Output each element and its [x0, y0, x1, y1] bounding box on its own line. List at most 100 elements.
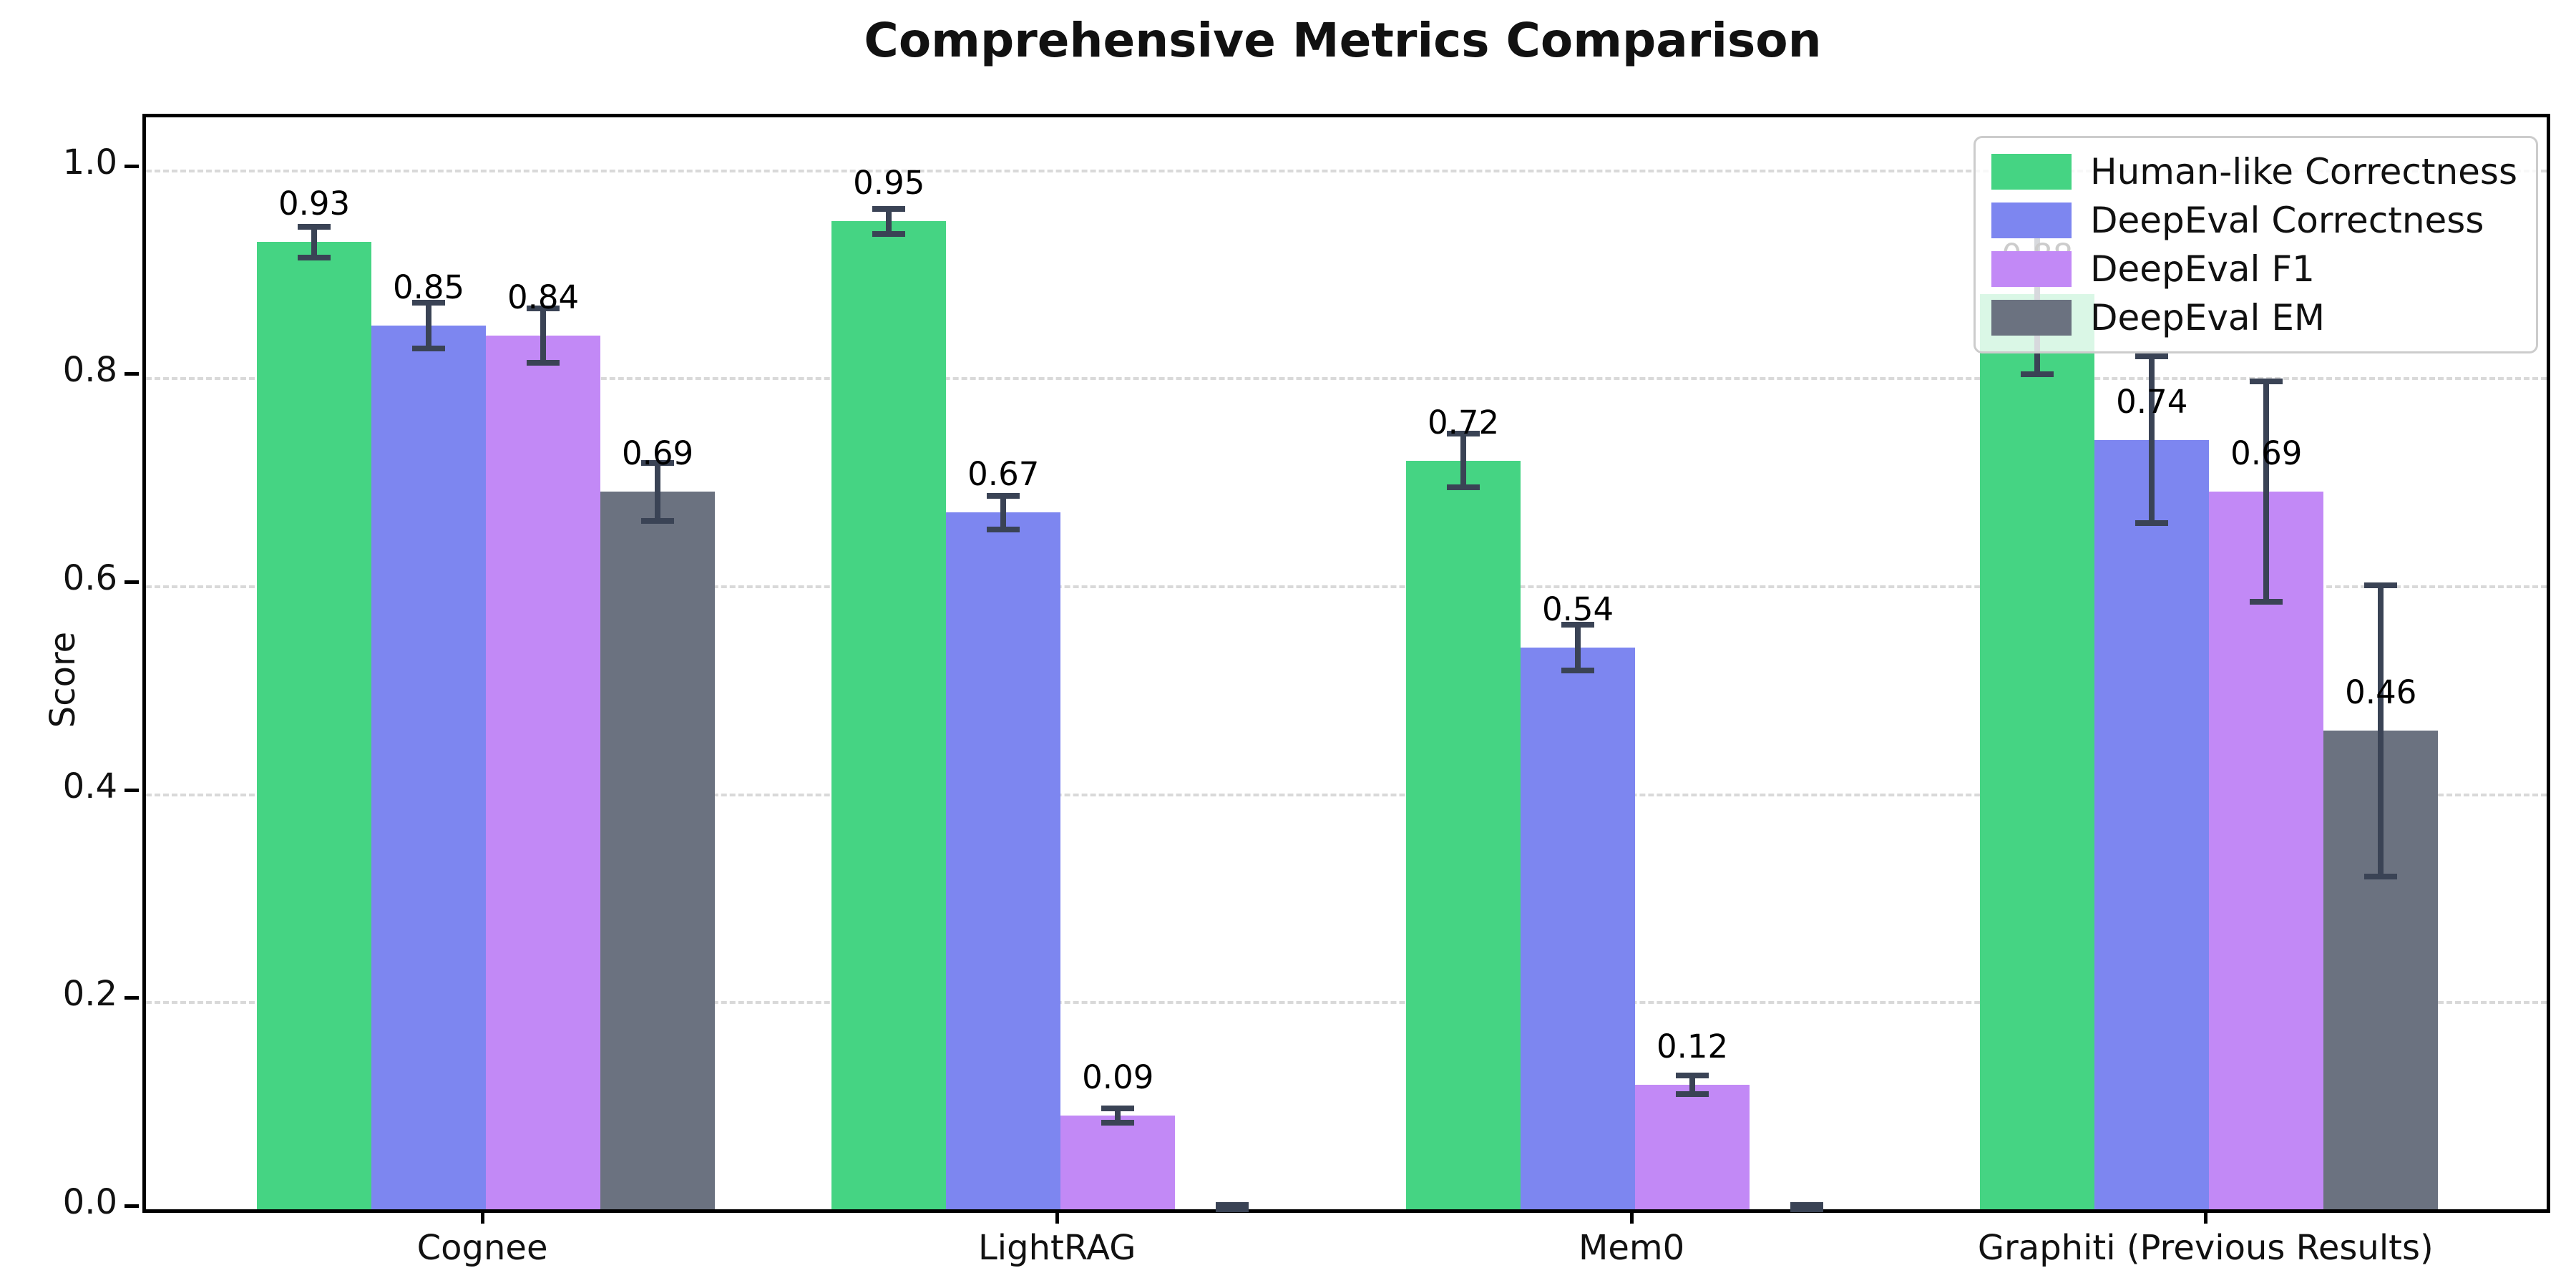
error-cap-top-2-3: [1790, 1202, 1824, 1209]
bar-deepeval-f1-3: [2209, 492, 2324, 1209]
xtick-label-2: Mem0: [1578, 1228, 1685, 1268]
error-cap-bottom-2-3: [1790, 1206, 1824, 1212]
bar-deepeval-f1-1: [1060, 1116, 1176, 1209]
error-cap-top-0-2: [527, 306, 560, 312]
error-cap-bottom-0-2: [527, 359, 560, 366]
legend-label: DeepEval F1: [2089, 248, 2315, 290]
error-bar-1-2: [1115, 1108, 1121, 1123]
error-cap-bottom-3-1: [2135, 519, 2169, 526]
ytick-mark-0.6: [125, 580, 139, 584]
error-bar-0-2: [540, 308, 547, 363]
bar-deepeval-correctness-0: [371, 325, 487, 1209]
error-bar-2-2: [1689, 1075, 1696, 1094]
legend-swatch-icon: [1991, 251, 2072, 287]
error-cap-top-2-1: [1561, 622, 1595, 628]
error-cap-top-0-1: [412, 299, 446, 306]
error-bar-2-1: [1575, 625, 1581, 671]
ytick-mark-1.0: [125, 164, 139, 168]
xtick-mark-0: [481, 1209, 485, 1224]
ytick-label-0.4: 0.4: [62, 766, 117, 806]
legend-label: DeepEval Correctness: [2089, 200, 2484, 241]
bar-value-label: 0.09: [1082, 1058, 1154, 1097]
error-bar-3-2: [2263, 381, 2270, 602]
plot-area: 0.930.950.720.880.850.670.540.740.840.09…: [142, 114, 2550, 1213]
error-cap-bottom-1-1: [987, 526, 1020, 532]
error-cap-bottom-1-2: [1101, 1120, 1135, 1126]
legend-swatch-icon: [1991, 203, 2072, 238]
error-cap-top-1-3: [1216, 1202, 1249, 1209]
legend-swatch-icon: [1991, 154, 2072, 190]
bar-value-label: 0.72: [1427, 403, 1500, 441]
error-cap-bottom-0-3: [641, 517, 675, 524]
error-bar-0-3: [655, 462, 661, 521]
error-bar-3-1: [2149, 356, 2155, 523]
legend: Human-like Correctness DeepEval Correctne…: [1973, 136, 2538, 353]
legend-item-1: DeepEval Correctness: [1991, 198, 2517, 243]
bar-value-label: 0.69: [621, 434, 694, 473]
gridline-0.2: [146, 1001, 2547, 1005]
y-axis-label: Score: [43, 631, 83, 728]
bar-deepeval-correctness-2: [1521, 648, 1636, 1209]
bar-deepeval-f1-0: [486, 336, 601, 1209]
bar-value-label: 0.95: [853, 164, 925, 203]
gridline-0.4: [146, 793, 2547, 796]
error-cap-bottom-0-0: [298, 255, 331, 261]
error-cap-bottom-2-0: [1447, 484, 1480, 491]
gridline-1.0: [146, 169, 2547, 172]
bar-value-label: 0.85: [392, 268, 465, 306]
error-bar-3-3: [2378, 585, 2384, 877]
bar-value-label: 0.12: [1656, 1027, 1729, 1065]
bar-value-label: 0.69: [2230, 434, 2303, 473]
error-cap-top-2-0: [1447, 430, 1480, 436]
error-bar-1-0: [886, 208, 892, 234]
ytick-label-0.0: 0.0: [62, 1182, 117, 1222]
ytick-mark-0.8: [125, 372, 139, 376]
bar-deepeval-correctness-3: [2094, 439, 2210, 1209]
ytick-label-0.8: 0.8: [62, 350, 117, 391]
bar-value-label: 0.84: [507, 278, 580, 317]
ytick-label-0.6: 0.6: [62, 558, 117, 598]
error-bar-1-1: [1000, 496, 1007, 530]
xtick-mark-1: [1055, 1209, 1060, 1224]
bar-deepeval-f1-2: [1635, 1084, 1750, 1209]
bar-value-label: 0.67: [967, 455, 1040, 494]
bar-value-label: 0.74: [2116, 382, 2188, 421]
bar-value-label: 0.54: [1541, 590, 1614, 629]
error-cap-bottom-3-3: [2364, 873, 2398, 879]
error-cap-bottom-2-1: [1561, 668, 1595, 674]
error-cap-bottom-3-2: [2250, 599, 2283, 605]
error-cap-top-0-3: [641, 459, 675, 466]
bar-human-like-correctness-1: [831, 221, 947, 1209]
bar-value-label: 0.46: [2345, 673, 2417, 712]
error-cap-top-3-1: [2135, 353, 2169, 360]
ytick-mark-0.2: [125, 996, 139, 1000]
error-cap-bottom-0-1: [412, 345, 446, 351]
ytick-mark-0.4: [125, 788, 139, 792]
error-cap-bottom-3-0: [2021, 371, 2054, 377]
xtick-label-1: LightRAG: [978, 1228, 1136, 1268]
error-cap-top-1-1: [987, 493, 1020, 499]
legend-label: DeepEval EM: [2089, 297, 2326, 338]
xtick-label-3: Graphiti (Previous Results): [1977, 1228, 2434, 1268]
chart-title: Comprehensive Metrics Comparison: [864, 13, 1822, 68]
xtick-mark-2: [1630, 1209, 1634, 1224]
error-cap-top-3-3: [2364, 582, 2398, 588]
ytick-label-1.0: 1.0: [62, 142, 117, 182]
error-cap-top-1-2: [1101, 1106, 1135, 1112]
error-cap-bottom-2-2: [1676, 1091, 1709, 1097]
legend-item-3: DeepEval EM: [1991, 296, 2517, 340]
error-cap-top-1-0: [872, 205, 906, 212]
gridline-0.8: [146, 377, 2547, 381]
xtick-label-0: Cognee: [416, 1228, 548, 1268]
error-cap-top-0-0: [298, 223, 331, 230]
ytick-label-0.2: 0.2: [62, 974, 117, 1015]
bar-deepeval-correctness-1: [946, 512, 1061, 1209]
bar-value-label: 0.93: [278, 185, 351, 223]
legend-item-2: DeepEval F1: [1991, 247, 2517, 291]
legend-label: Human-like Correctness: [2089, 151, 2517, 192]
error-cap-top-3-2: [2250, 379, 2283, 385]
error-bar-0-0: [311, 226, 318, 258]
bar-human-like-correctness-2: [1406, 460, 1521, 1209]
bar-deepeval-em-0: [600, 492, 716, 1209]
